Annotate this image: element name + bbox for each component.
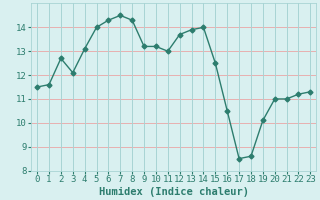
X-axis label: Humidex (Indice chaleur): Humidex (Indice chaleur) bbox=[99, 186, 249, 197]
